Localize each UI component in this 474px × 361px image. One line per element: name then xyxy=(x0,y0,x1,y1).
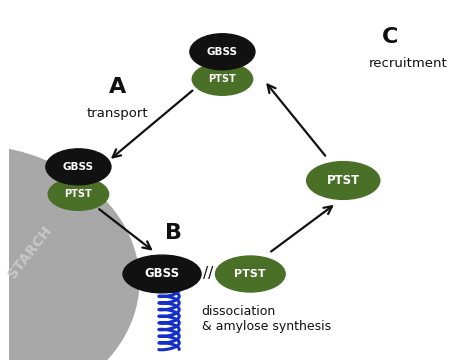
Ellipse shape xyxy=(123,255,201,293)
Ellipse shape xyxy=(216,256,285,292)
Text: A: A xyxy=(109,77,127,97)
Ellipse shape xyxy=(307,162,380,199)
Text: STARCH: STARCH xyxy=(5,224,54,281)
Text: GBSS: GBSS xyxy=(207,47,238,57)
Ellipse shape xyxy=(190,34,255,70)
Ellipse shape xyxy=(46,149,111,185)
Text: recruitment: recruitment xyxy=(369,57,447,70)
Text: PTST: PTST xyxy=(64,189,92,199)
Text: PTST: PTST xyxy=(235,269,266,279)
Text: B: B xyxy=(165,223,182,243)
Circle shape xyxy=(0,144,139,361)
Text: transport: transport xyxy=(87,108,149,121)
Ellipse shape xyxy=(48,178,109,210)
Text: GBSS: GBSS xyxy=(145,268,180,280)
Text: PTST: PTST xyxy=(327,174,360,187)
Text: PTST: PTST xyxy=(209,74,237,84)
Text: GBSS: GBSS xyxy=(63,162,94,172)
Text: C: C xyxy=(382,27,398,47)
Text: //: // xyxy=(203,266,214,282)
Ellipse shape xyxy=(192,63,253,95)
Text: dissociation
& amylose synthesis: dissociation & amylose synthesis xyxy=(201,305,331,333)
